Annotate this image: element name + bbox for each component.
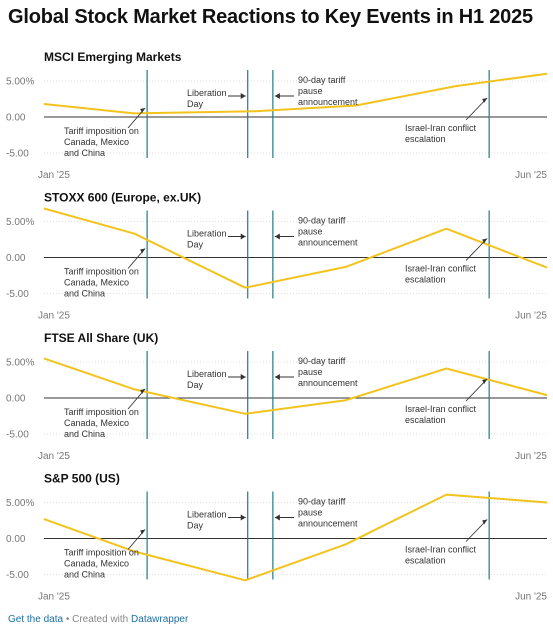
annotation-tariff-imposition: and China [64, 289, 105, 299]
annotation-tariff-imposition: Tariff imposition on [64, 126, 139, 136]
annotation-israel-iran: escalation [405, 275, 446, 285]
annotation-tariff-pause: announcement [298, 238, 358, 248]
series-line [43, 357, 548, 415]
annotation-israel-iran: Israel-Iran conflict [405, 264, 477, 274]
arrow-head [240, 374, 246, 380]
arrow-head [482, 379, 488, 384]
annotation-tariff-pause: pause [298, 508, 323, 518]
x-tick-label: Jan '25 [38, 311, 70, 322]
annotation-tariff-pause: announcement [298, 519, 358, 529]
arrow-head [240, 233, 246, 240]
y-tick-label: -5.00 [6, 430, 29, 441]
annotation-tariff-imposition: Tariff imposition on [64, 407, 139, 417]
panel-title: MSCI Emerging Markets [44, 50, 182, 64]
annotation-liberation-day: Liberation [187, 369, 227, 379]
annotation-tariff-pause: 90-day tariff [298, 216, 346, 226]
arrow-head [274, 374, 280, 380]
arrow-head [482, 98, 488, 103]
annotation-liberation-day: Day [187, 99, 204, 109]
arrow-head [274, 233, 280, 240]
annotation-tariff-imposition: Tariff imposition on [64, 548, 139, 558]
annotation-tariff-pause: 90-day tariff [298, 75, 346, 85]
annotation-liberation-day: Liberation [187, 88, 227, 98]
y-tick-label: 0.00 [6, 534, 26, 545]
annotation-tariff-imposition: and China [64, 570, 105, 580]
annotation-liberation-day: Liberation [187, 510, 227, 520]
x-tick-label: Jun '25 [515, 311, 547, 322]
annotation-tariff-imposition: Canada, Mexico [64, 137, 129, 147]
y-tick-label: 5.00% [6, 217, 34, 228]
annotation-tariff-pause: announcement [298, 97, 358, 107]
annotation-israel-iran: escalation [405, 415, 446, 425]
annotation-tariff-pause: 90-day tariff [298, 356, 346, 366]
arrow-head [140, 108, 146, 113]
annotation-israel-iran: Israel-Iran conflict [405, 404, 477, 414]
y-tick-label: 0.00 [6, 253, 26, 264]
y-tick-label: 0.00 [6, 394, 26, 405]
annotation-liberation-day: Day [187, 380, 204, 390]
annotation-tariff-pause: pause [298, 367, 323, 377]
arrow-head [274, 514, 280, 521]
arrow-head [140, 529, 146, 535]
annotation-israel-iran: Israel-Iran conflict [405, 545, 477, 555]
arrow-head [240, 514, 246, 521]
series-line [43, 207, 548, 289]
footer-separator: • Created with [63, 614, 132, 625]
series-line [43, 72, 548, 115]
annotation-israel-iran: Israel-Iran conflict [405, 123, 477, 133]
annotation-liberation-day: Liberation [187, 229, 227, 239]
annotation-tariff-pause: pause [298, 227, 323, 237]
y-tick-label: 0.00 [6, 113, 26, 124]
y-tick-label: 5.00% [6, 77, 34, 88]
x-tick-label: Jun '25 [515, 170, 547, 181]
annotation-israel-iran: escalation [405, 134, 446, 144]
arrow-head [482, 519, 488, 525]
get-data-link[interactable]: Get the data [8, 614, 64, 625]
panel-title: FTSE All Share (UK) [44, 331, 158, 345]
x-tick-label: Jan '25 [38, 592, 70, 603]
datawrapper-link[interactable]: Datawrapper [131, 614, 189, 625]
arrow-head [482, 238, 488, 244]
annotation-tariff-pause: announcement [298, 378, 358, 388]
arrow-head [140, 389, 146, 394]
y-tick-label: 5.00% [6, 498, 34, 509]
annotation-liberation-day: Day [187, 240, 204, 250]
annotation-liberation-day: Day [187, 521, 204, 531]
panel-title: STOXX 600 (Europe, ex.UK) [44, 191, 201, 205]
page-title: Global Stock Market Reactions to Key Eve… [8, 6, 533, 28]
x-tick-label: Jan '25 [38, 451, 70, 462]
y-tick-label: -5.00 [6, 149, 29, 160]
arrow-head [274, 93, 280, 99]
y-tick-label: 5.00% [6, 358, 34, 369]
x-tick-label: Jun '25 [515, 451, 547, 462]
arrow-head [140, 248, 146, 254]
annotation-tariff-pause: pause [298, 86, 323, 96]
y-tick-label: -5.00 [6, 570, 29, 581]
x-tick-label: Jun '25 [515, 592, 547, 603]
annotation-tariff-imposition: Canada, Mexico [64, 559, 129, 569]
annotation-tariff-imposition: Canada, Mexico [64, 418, 129, 428]
annotation-tariff-imposition: and China [64, 429, 105, 439]
annotation-tariff-imposition: Tariff imposition on [64, 267, 139, 277]
y-tick-label: -5.00 [6, 289, 29, 300]
annotation-tariff-imposition: and China [64, 148, 105, 158]
annotation-israel-iran: escalation [405, 556, 446, 566]
arrow-head [240, 93, 246, 99]
annotation-tariff-imposition: Canada, Mexico [64, 278, 129, 288]
panel-title: S&P 500 (US) [44, 472, 120, 486]
x-tick-label: Jan '25 [38, 170, 70, 181]
footer: Get the data • Created with Datawrapper [8, 614, 188, 625]
series-line [43, 493, 548, 582]
annotation-tariff-pause: 90-day tariff [298, 497, 346, 507]
